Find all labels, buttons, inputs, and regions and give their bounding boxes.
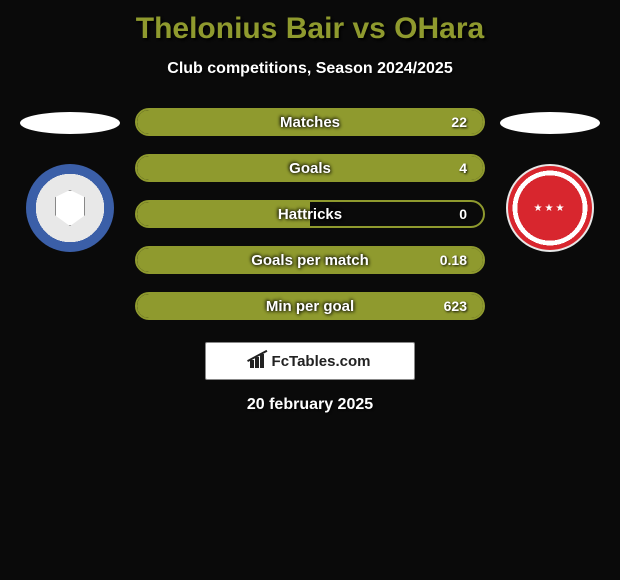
stat-bar-mpg: Min per goal 623 [135,292,485,320]
stat-bar-gpm: Goals per match 0.18 [135,246,485,274]
bar-label: Min per goal [266,298,354,315]
left-club-badge [26,164,114,252]
date-text: 20 february 2025 [247,396,373,414]
stat-bar-goals: Goals 4 [135,154,485,182]
bar-value: 0.18 [440,252,467,268]
bar-value: 623 [444,298,467,314]
right-player-oval [500,112,600,134]
page-title: Thelonius Bair vs OHara [0,12,620,46]
right-club-badge [506,164,594,252]
bar-value: 22 [451,114,467,130]
stats-bars: Matches 22 Goals 4 Hattricks 0 Goals per… [135,108,485,320]
bar-value: 4 [459,160,467,176]
bar-label: Hattricks [278,206,342,223]
bar-label: Goals per match [251,252,369,269]
right-player-col [495,108,605,252]
subtitle: Club competitions, Season 2024/2025 [0,60,620,78]
comparison-card: Thelonius Bair vs OHara Club competition… [0,0,620,580]
left-player-col [15,108,125,252]
footer: FcTables.com 20 february 2025 [0,342,620,414]
left-player-oval [20,112,120,134]
brand-link[interactable]: FcTables.com [205,342,415,380]
stat-bar-hattricks: Hattricks 0 [135,200,485,228]
content-row: Matches 22 Goals 4 Hattricks 0 Goals per… [0,108,620,320]
bar-value: 0 [459,206,467,222]
bar-label: Matches [280,114,340,131]
chart-icon [250,354,268,368]
stat-bar-matches: Matches 22 [135,108,485,136]
bar-label: Goals [289,160,331,177]
brand-text: FcTables.com [272,353,371,370]
